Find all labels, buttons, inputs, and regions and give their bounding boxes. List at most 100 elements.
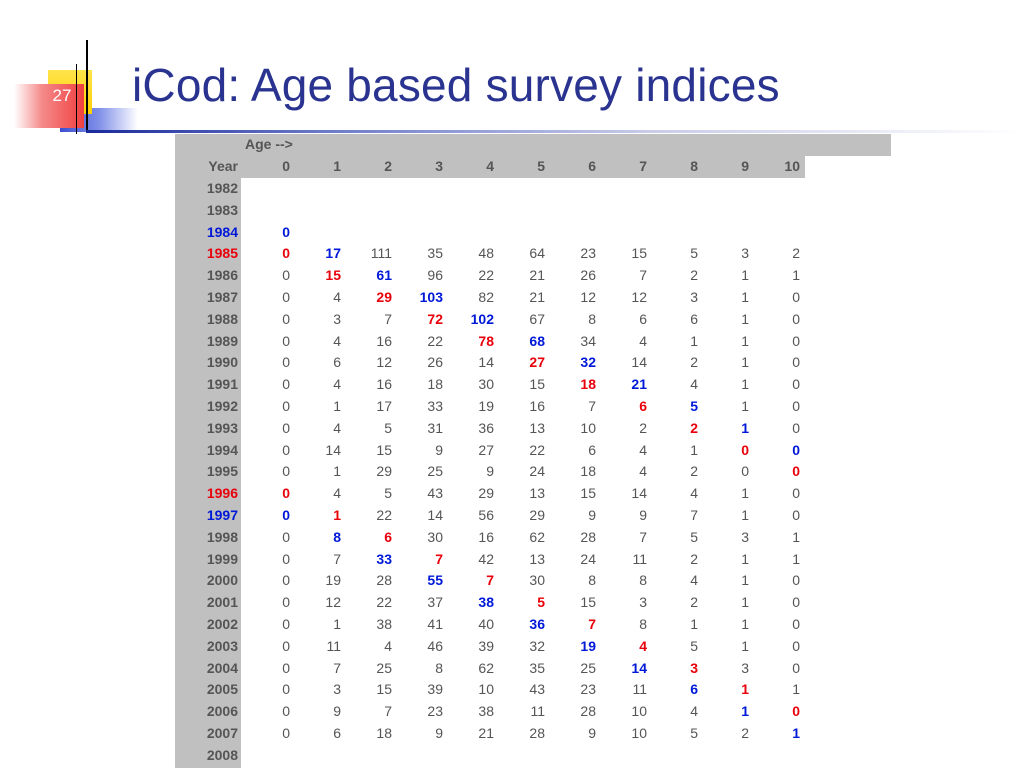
index-cell: 15 <box>325 267 341 284</box>
age-header-7: 7 <box>639 158 647 175</box>
age-header-2: 2 <box>384 158 392 175</box>
header-empty-cell <box>341 134 392 156</box>
index-cell: 5 <box>690 397 698 414</box>
index-cell <box>545 744 596 766</box>
index-cell: 1 <box>741 485 749 502</box>
header-empty-cell <box>494 134 545 156</box>
index-cell: 3 <box>690 288 698 305</box>
index-cell <box>596 221 647 243</box>
index-cell: 8 <box>333 528 341 545</box>
index-cell: 0 <box>282 223 290 240</box>
index-cell: 2 <box>690 419 698 436</box>
index-cell: 7 <box>333 659 341 676</box>
year-cell: 2000 <box>206 572 238 589</box>
index-cell: 11 <box>632 681 647 698</box>
index-cell: 36 <box>478 419 494 436</box>
index-cell: 16 <box>478 528 494 545</box>
year-cell: 2006 <box>206 703 238 720</box>
index-cell: 61 <box>376 267 392 284</box>
index-cell <box>241 744 290 766</box>
index-cell: 0 <box>741 463 749 480</box>
index-cell: 13 <box>529 419 545 436</box>
index-cell: 43 <box>427 485 443 502</box>
index-cell: 0 <box>792 441 800 458</box>
index-cell: 14 <box>631 659 647 676</box>
index-cell: 0 <box>792 703 800 720</box>
index-cell <box>596 178 647 200</box>
index-cell: 0 <box>792 485 800 502</box>
index-cell: 3 <box>333 681 341 698</box>
table-row: 2004 0 7 25 8 62 35 25 14 3 3 0 <box>175 657 800 679</box>
index-cell <box>596 744 647 766</box>
index-cell: 102 <box>470 310 494 327</box>
index-cell: 14 <box>478 354 494 371</box>
index-cell: 8 <box>639 572 647 589</box>
index-cell: 1 <box>333 615 341 632</box>
index-cell: 7 <box>333 550 341 567</box>
index-cell: 7 <box>588 397 596 414</box>
index-cell: 1 <box>741 681 749 698</box>
index-cell: 23 <box>427 703 443 720</box>
index-cell: 7 <box>639 267 647 284</box>
index-cell <box>290 178 341 200</box>
index-cell: 13 <box>529 550 545 567</box>
year-cell: 1995 <box>206 463 238 480</box>
index-cell: 96 <box>427 267 443 284</box>
index-cell: 1 <box>792 681 800 698</box>
index-cell <box>443 199 494 221</box>
index-cell: 43 <box>529 681 545 698</box>
index-cell: 2 <box>639 419 647 436</box>
index-cell <box>241 178 290 200</box>
year-cell: 2002 <box>206 615 238 632</box>
index-cell: 2 <box>690 267 698 284</box>
index-cell: 22 <box>529 441 545 458</box>
header-decoration-thin-line <box>76 64 77 134</box>
age-header-0: 0 <box>282 158 290 175</box>
index-cell <box>698 221 749 243</box>
table-row: 2008 <box>175 744 800 766</box>
index-cell: 0 <box>282 267 290 284</box>
index-cell: 42 <box>478 550 494 567</box>
index-cell: 19 <box>580 637 596 654</box>
age-header-10: 10 <box>784 158 800 175</box>
table-row: 1989 0 4 16 22 78 68 34 4 1 1 0 <box>175 330 800 352</box>
age-header-3: 3 <box>435 158 443 175</box>
index-cell: 0 <box>282 659 290 676</box>
index-cell: 16 <box>376 376 392 393</box>
index-cell: 67 <box>529 310 545 327</box>
index-cell: 0 <box>282 724 290 741</box>
index-cell: 6 <box>333 354 341 371</box>
index-cell: 10 <box>631 724 647 741</box>
index-cell: 1 <box>741 506 749 523</box>
year-cell: 1992 <box>206 397 238 414</box>
index-cell: 0 <box>282 463 290 480</box>
index-cell: 7 <box>690 506 698 523</box>
year-cell: 1983 <box>206 201 238 218</box>
index-cell: 8 <box>588 310 596 327</box>
index-cell <box>392 178 443 200</box>
index-cell <box>494 221 545 243</box>
index-cell <box>545 221 596 243</box>
index-cell: 1 <box>792 550 800 567</box>
year-column-header: Year <box>208 158 238 175</box>
index-cell: 23 <box>580 245 596 262</box>
index-cell: 0 <box>792 332 800 349</box>
index-cell: 15 <box>529 376 545 393</box>
index-cell: 9 <box>588 506 596 523</box>
index-cell: 0 <box>792 310 800 327</box>
index-cell: 40 <box>478 615 494 632</box>
index-cell: 28 <box>580 703 596 720</box>
header-corner <box>175 134 241 156</box>
index-cell <box>647 178 698 200</box>
index-cell <box>749 199 800 221</box>
age-header-1: 1 <box>333 158 341 175</box>
index-cell: 30 <box>529 572 545 589</box>
index-cell: 5 <box>690 245 698 262</box>
index-cell: 0 <box>282 528 290 545</box>
index-cell: 5 <box>690 528 698 545</box>
index-cell: 0 <box>282 376 290 393</box>
index-cell: 28 <box>529 724 545 741</box>
index-cell <box>494 178 545 200</box>
year-cell: 1987 <box>206 288 238 305</box>
index-cell: 1 <box>792 724 800 741</box>
